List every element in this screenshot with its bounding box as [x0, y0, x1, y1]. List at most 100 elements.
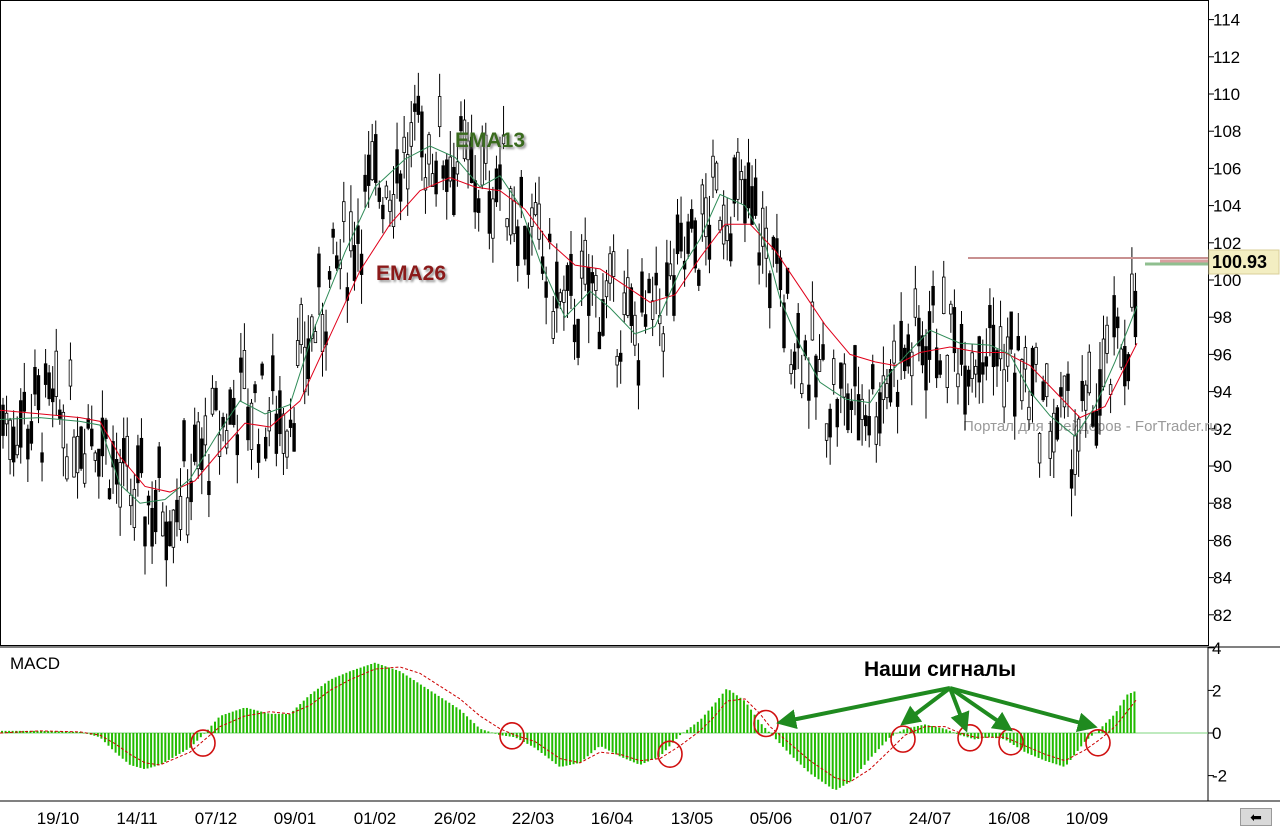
macd-bar: [292, 710, 295, 733]
candle-down: [33, 366, 37, 395]
candle-up: [633, 314, 637, 346]
macd-bar: [217, 717, 220, 733]
macd-bar: [391, 668, 394, 733]
macd-bar: [114, 733, 117, 753]
macd-bar: [150, 733, 153, 768]
macd-bar: [356, 668, 358, 733]
macd-bar: [285, 713, 287, 733]
candle-down: [29, 421, 34, 444]
macd-bar: [604, 733, 607, 749]
candle-up: [178, 495, 183, 530]
candle-down: [189, 480, 193, 503]
macd-bar: [561, 733, 564, 767]
candle-down: [888, 369, 893, 403]
date-tick-label: 05/06: [750, 809, 793, 828]
candle-up: [881, 375, 886, 400]
candle-up: [1037, 433, 1042, 464]
candle-down: [576, 318, 580, 358]
candle-up: [217, 434, 222, 457]
candle-up: [1005, 336, 1010, 367]
candle-up: [1002, 369, 1006, 408]
candle-down: [79, 426, 83, 469]
candle-down: [796, 313, 800, 349]
signal-marker-circle: [957, 724, 983, 752]
macd-bar: [888, 733, 891, 738]
candle-up: [626, 277, 630, 316]
macd-y-tick-label: -2: [1212, 767, 1227, 786]
candle-down: [40, 452, 44, 463]
candle-up: [611, 251, 616, 277]
date-tick-label: 14/11: [116, 809, 157, 828]
macd-bar: [143, 733, 145, 769]
candle-down: [966, 369, 971, 387]
macd-bar: [199, 733, 202, 738]
candle-down: [952, 307, 957, 354]
macd-bar: [551, 733, 554, 762]
candle-up: [437, 96, 442, 128]
macd-bar: [498, 733, 500, 735]
candle-down: [757, 252, 761, 266]
macd-bar: [714, 702, 717, 733]
date-tick-label: 16/04: [591, 809, 634, 828]
macd-bar: [945, 729, 948, 733]
macd-bar: [813, 733, 816, 777]
candle-down: [47, 372, 51, 400]
macd-bar: [480, 729, 483, 733]
macd-bar: [796, 733, 799, 762]
macd-bar: [1115, 711, 1118, 733]
macd-bar: [260, 711, 263, 733]
macd-bar: [327, 680, 330, 733]
macd-bar: [320, 686, 323, 733]
macd-bar: [160, 733, 163, 764]
signal-marker-circle: [1085, 729, 1111, 757]
candle-down: [143, 516, 147, 547]
candle-up: [725, 225, 729, 242]
candle-down: [256, 444, 261, 463]
candle-down: [1055, 407, 1060, 440]
candle-down: [920, 335, 925, 366]
candle-up: [462, 119, 467, 160]
macd-bar: [437, 695, 440, 733]
candle-down: [853, 345, 857, 387]
back-arrow-button[interactable]: ⬅: [1240, 808, 1272, 826]
candle-up: [1048, 430, 1052, 459]
date-tick-label: 01/02: [354, 809, 397, 828]
macd-bar: [185, 733, 188, 750]
candle-down: [526, 227, 531, 275]
macd-bar: [132, 733, 135, 766]
candle-up: [956, 373, 960, 388]
candle-up: [1073, 435, 1077, 475]
macd-bar: [1037, 733, 1040, 758]
macd-bar: [121, 733, 124, 759]
candle-down: [977, 336, 981, 383]
macd-bar: [1051, 733, 1054, 764]
macd-bar: [32, 730, 35, 733]
macd-bar: [1069, 733, 1072, 760]
macd-bar: [395, 669, 398, 733]
macd-bar: [810, 733, 813, 775]
macd-bar: [1080, 733, 1083, 747]
macd-bar: [725, 689, 728, 733]
candle-up: [61, 411, 66, 449]
macd-bar: [174, 733, 177, 756]
candle-down: [899, 320, 903, 362]
candle-up: [604, 280, 609, 298]
candle-down: [707, 224, 712, 260]
candle-up: [949, 303, 953, 315]
candle-up: [4, 412, 9, 425]
macd-bar: [693, 724, 696, 733]
macd-bar: [1083, 733, 1086, 742]
macd-bar: [1048, 733, 1051, 763]
macd-bar: [238, 709, 241, 733]
signals-annotation: Наши сигналы: [864, 658, 1016, 681]
macd-bar: [654, 733, 657, 759]
candle-up: [533, 202, 538, 216]
macd-bar: [867, 733, 870, 761]
macd-bar: [1129, 692, 1132, 733]
candle-down: [476, 198, 481, 213]
macd-bar: [920, 725, 923, 733]
candle-down: [260, 363, 264, 376]
candle-up: [171, 509, 176, 548]
macd-bar: [640, 733, 642, 765]
